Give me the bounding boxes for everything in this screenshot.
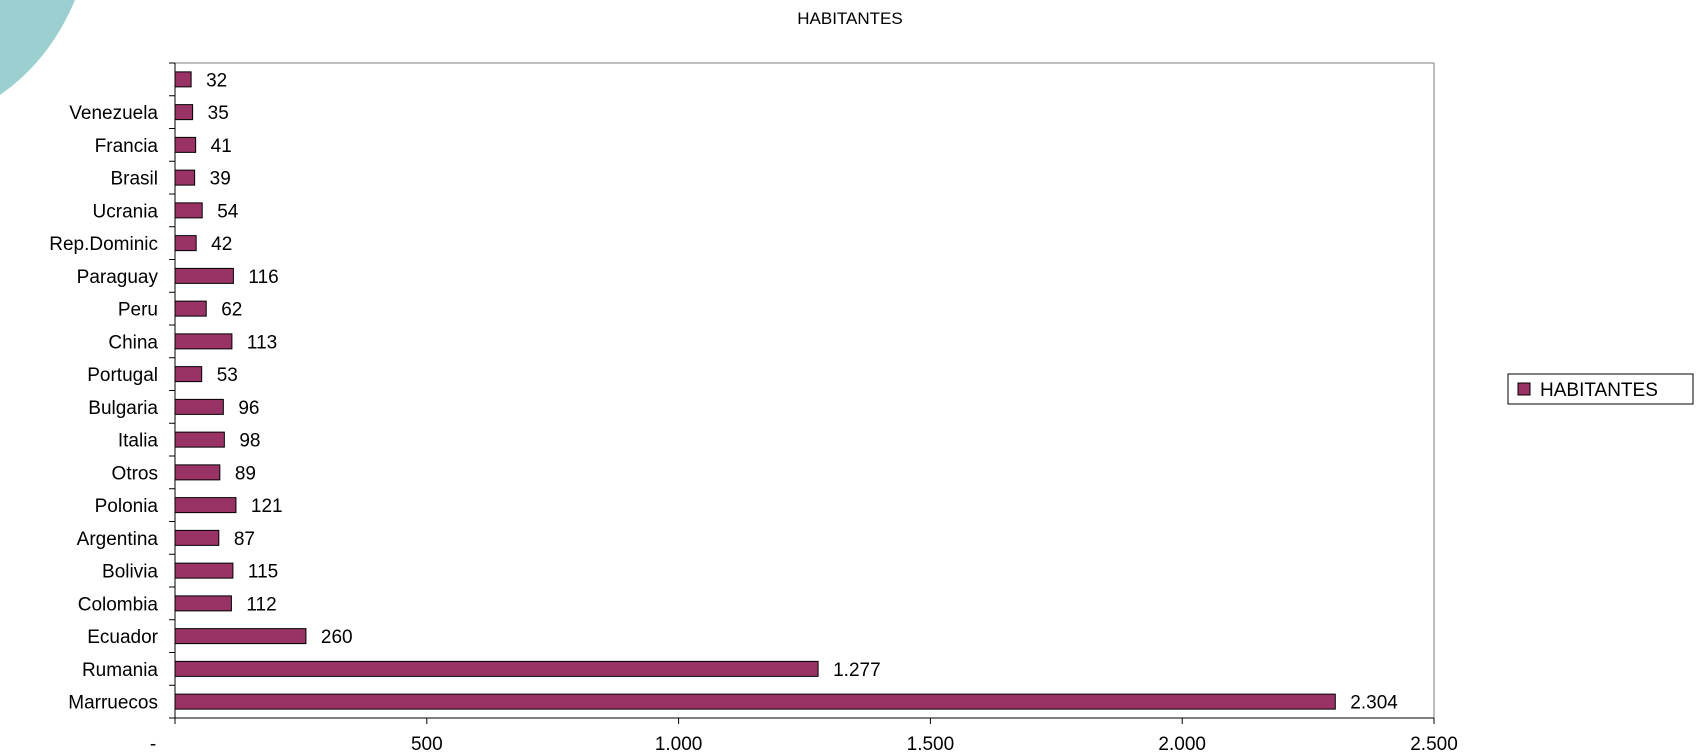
x-tick-label: 2.000 bbox=[1158, 734, 1206, 753]
bar-value-label: 42 bbox=[211, 234, 232, 255]
bar-value-label: 113 bbox=[247, 332, 277, 353]
bar-value-label: 32 bbox=[206, 70, 227, 91]
bar bbox=[174, 464, 221, 481]
bar-value-label: 98 bbox=[239, 431, 260, 452]
x-tick-label: 500 bbox=[411, 734, 443, 753]
category-label: Bolivia bbox=[102, 562, 158, 583]
bar bbox=[174, 366, 203, 383]
bar-value-label: 41 bbox=[211, 136, 232, 157]
bar bbox=[174, 398, 224, 415]
bar bbox=[174, 104, 194, 121]
bar-value-label: 35 bbox=[208, 103, 229, 124]
bar-value-label: 53 bbox=[217, 365, 238, 386]
category-label: Rep.Dominic bbox=[49, 234, 158, 255]
bar bbox=[174, 267, 234, 284]
category-label: Paraguay bbox=[77, 267, 159, 288]
category-label: Argentina bbox=[77, 529, 159, 550]
bar bbox=[174, 693, 1336, 710]
bar-value-label: 260 bbox=[321, 627, 353, 648]
category-label: Portugal bbox=[87, 365, 158, 386]
bar bbox=[174, 595, 232, 612]
bar-value-label: 39 bbox=[210, 169, 231, 190]
category-label: Polonia bbox=[95, 496, 159, 517]
category-label: Francia bbox=[95, 136, 159, 157]
category-label: Peru bbox=[118, 300, 158, 321]
bar bbox=[174, 628, 307, 645]
bar-value-label: 89 bbox=[235, 463, 256, 484]
legend-label: HABITANTES bbox=[1540, 380, 1658, 401]
category-label: Otros bbox=[112, 463, 158, 484]
bar bbox=[174, 202, 203, 219]
bar bbox=[174, 333, 233, 350]
category-label: Bulgaria bbox=[88, 398, 158, 419]
legend-box bbox=[1507, 373, 1694, 405]
legend: HABITANTES bbox=[1507, 373, 1694, 405]
plot-area bbox=[174, 62, 1435, 719]
category-label: Colombia bbox=[78, 594, 159, 615]
category-label: Ucrania bbox=[93, 201, 159, 222]
bar-value-label: 62 bbox=[221, 300, 242, 321]
x-tick-label: 1.500 bbox=[907, 734, 955, 753]
bar-value-label: 116 bbox=[248, 267, 278, 288]
bar bbox=[174, 529, 220, 546]
category-label: Marruecos bbox=[68, 693, 158, 714]
category-label: Italia bbox=[118, 431, 159, 452]
decorative-corner-shape bbox=[0, 0, 75, 95]
bar-value-label: 96 bbox=[238, 398, 259, 419]
bar-value-label: 121 bbox=[251, 496, 283, 517]
category-label: Brasil bbox=[110, 169, 158, 190]
bar bbox=[174, 660, 819, 677]
x-tick-label: 1.000 bbox=[655, 734, 703, 753]
legend-swatch bbox=[1517, 382, 1531, 396]
x-tick-label: 2.500 bbox=[1410, 734, 1458, 753]
bar bbox=[174, 562, 234, 579]
bar-value-label: 115 bbox=[248, 562, 278, 583]
bar-value-label: 54 bbox=[217, 201, 239, 222]
axes-layer: Marruecos Rumania Ecuador Colombia Bolivia Ar… bbox=[49, 62, 1458, 753]
x-tick-label: - bbox=[150, 734, 156, 753]
bar-value-label: 87 bbox=[234, 529, 255, 550]
bar bbox=[174, 169, 196, 186]
chart-title: HABITANTES bbox=[797, 9, 902, 28]
bar-value-label: 2.304 bbox=[1350, 693, 1398, 714]
bar bbox=[174, 71, 192, 88]
bar-value-label: 1.277 bbox=[833, 660, 881, 681]
category-label: Ecuador bbox=[87, 627, 158, 648]
category-label: Venezuela bbox=[69, 103, 158, 124]
category-label: China bbox=[108, 332, 158, 353]
bar bbox=[174, 235, 197, 252]
bar bbox=[174, 136, 197, 153]
bar bbox=[174, 431, 225, 448]
bar-value-label: 112 bbox=[246, 594, 276, 615]
category-label: Rumania bbox=[82, 660, 158, 681]
bar bbox=[174, 300, 207, 317]
bar bbox=[174, 497, 237, 514]
